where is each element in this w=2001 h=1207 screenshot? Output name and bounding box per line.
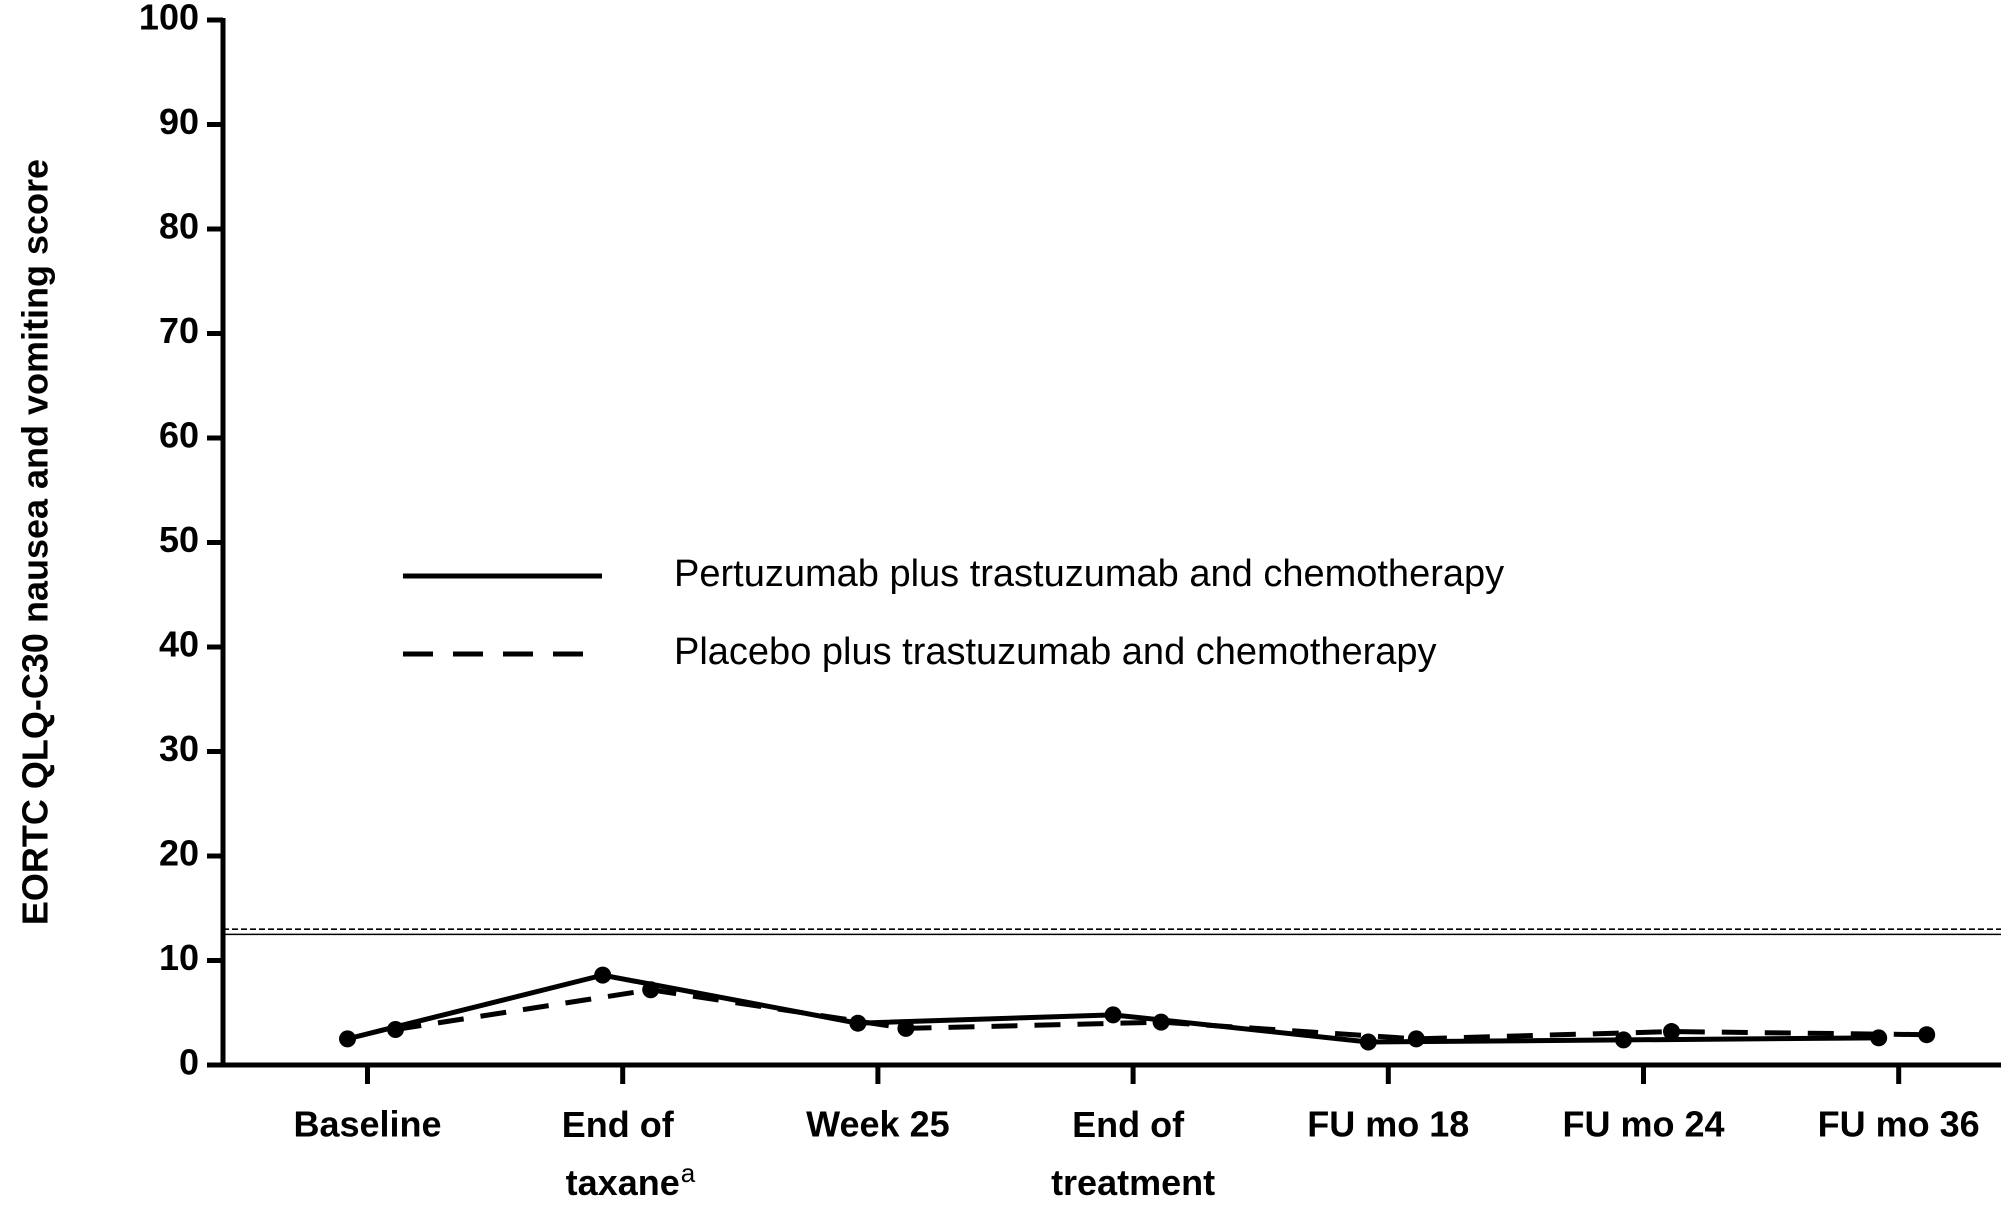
y-tick-label: 0 [179, 1042, 199, 1083]
y-tick-label: 100 [139, 0, 199, 38]
y-tick-label: 40 [159, 624, 199, 665]
data-point [897, 1019, 915, 1037]
y-tick-label: 50 [159, 519, 199, 560]
x-tick-label: End of taxane [562, 1104, 684, 1203]
data-point [1615, 1031, 1632, 1049]
data-point [387, 1020, 404, 1038]
data-point [642, 981, 660, 999]
data-point [849, 1014, 867, 1032]
data-point [339, 1030, 356, 1048]
y-tick-label: 90 [159, 101, 199, 142]
data-point [594, 966, 612, 984]
x-tick-label: FU mo 36 [1818, 1104, 1980, 1145]
data-point [1663, 1023, 1680, 1041]
data-point [1918, 1026, 1936, 1044]
y-tick-label: 30 [159, 728, 199, 769]
y-tick-label: 10 [159, 937, 199, 978]
x-tick-label: FU mo 18 [1307, 1104, 1469, 1145]
y-tick-label: 60 [159, 415, 199, 456]
y-axis-title: EORTC QLQ-C30 nausea and vomiting score [15, 159, 56, 925]
data-point [1407, 1030, 1425, 1048]
footnote-marker: a [681, 1158, 696, 1188]
data-point [1152, 1013, 1170, 1031]
legend-label: Pertuzumab plus trastuzumab and chemothe… [674, 553, 1504, 595]
y-tick-label: 20 [159, 833, 199, 874]
y-tick-label: 80 [159, 206, 199, 247]
x-tick-label: End of treatment [1051, 1104, 1215, 1203]
x-tick-label: FU mo 24 [1562, 1104, 1724, 1145]
data-point [1104, 1006, 1122, 1024]
y-tick-label: 70 [159, 310, 199, 351]
x-tick-label: Week 25 [806, 1104, 949, 1145]
legend-label: Placebo plus trastuzumab and chemotherap… [674, 631, 1437, 673]
x-tick-label: Baseline [293, 1104, 441, 1145]
data-point [1359, 1033, 1377, 1051]
